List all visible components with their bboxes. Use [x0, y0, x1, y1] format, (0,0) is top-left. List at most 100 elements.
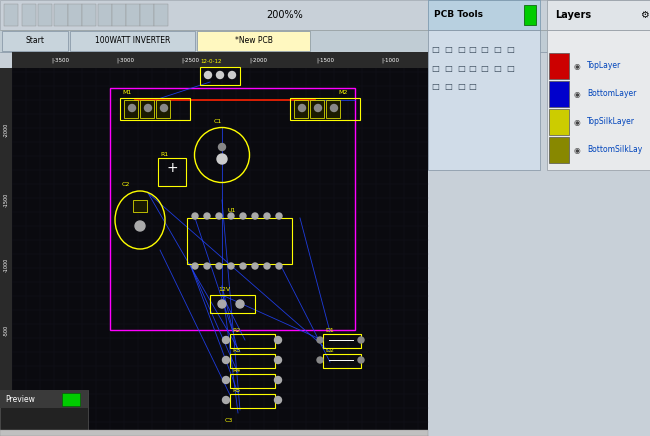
Circle shape — [264, 263, 270, 269]
Bar — [82, 4, 96, 26]
Bar — [0, 30, 650, 52]
Bar — [549, 81, 569, 107]
Circle shape — [229, 72, 235, 78]
Text: |-1500: |-1500 — [316, 57, 334, 63]
Text: U1: U1 — [227, 208, 235, 213]
Text: TopLayer: TopLayer — [587, 61, 621, 71]
Bar — [549, 53, 569, 79]
Bar — [549, 137, 569, 163]
Circle shape — [228, 213, 234, 219]
Bar — [2, 31, 68, 51]
Circle shape — [192, 263, 198, 269]
Text: □: □ — [431, 64, 439, 72]
Circle shape — [240, 213, 246, 219]
Text: 0: 0 — [3, 393, 8, 397]
Bar — [326, 100, 340, 118]
Circle shape — [274, 396, 281, 403]
Circle shape — [204, 213, 210, 219]
Text: TopSilkLayer: TopSilkLayer — [587, 117, 635, 126]
Circle shape — [218, 300, 226, 308]
Circle shape — [161, 105, 168, 112]
Text: C1: C1 — [214, 119, 222, 124]
Circle shape — [222, 337, 229, 344]
Circle shape — [274, 357, 281, 364]
Bar — [549, 109, 569, 135]
Text: □: □ — [506, 64, 514, 72]
Bar — [38, 4, 52, 26]
Circle shape — [317, 357, 323, 363]
Text: D1: D1 — [325, 328, 333, 333]
Text: □: □ — [468, 45, 476, 54]
Text: □: □ — [444, 64, 452, 72]
Bar — [68, 4, 82, 26]
Bar — [197, 31, 310, 51]
Text: □: □ — [493, 45, 501, 54]
Text: □: □ — [444, 82, 452, 91]
Text: M2: M2 — [338, 90, 347, 95]
Text: R3: R3 — [232, 348, 240, 353]
Text: □: □ — [431, 82, 439, 91]
Text: □: □ — [493, 64, 501, 72]
Bar — [310, 100, 324, 118]
Bar — [98, 4, 112, 26]
Text: +: + — [166, 161, 178, 175]
Bar — [156, 100, 170, 118]
Circle shape — [216, 72, 224, 78]
Text: 200%%: 200%% — [266, 10, 304, 20]
Text: -1500: -1500 — [3, 193, 8, 207]
Bar — [230, 374, 275, 388]
Bar — [124, 100, 138, 118]
Bar — [22, 4, 36, 26]
Bar — [12, 68, 428, 436]
Text: |-3000: |-3000 — [116, 57, 134, 63]
Circle shape — [218, 143, 226, 150]
Text: D2: D2 — [325, 348, 334, 353]
Text: Preview: Preview — [5, 395, 35, 403]
Text: □: □ — [457, 45, 465, 54]
Text: R1: R1 — [160, 152, 168, 157]
Circle shape — [264, 213, 270, 219]
Circle shape — [129, 105, 135, 112]
Bar — [112, 4, 126, 26]
Text: R5: R5 — [232, 388, 240, 393]
Bar — [158, 158, 186, 186]
Circle shape — [274, 337, 281, 344]
Bar — [126, 4, 140, 26]
Circle shape — [358, 357, 364, 363]
Circle shape — [358, 337, 364, 343]
Circle shape — [240, 263, 246, 269]
Circle shape — [205, 72, 211, 78]
Text: |-1000: |-1000 — [381, 57, 399, 63]
Text: |-2500: |-2500 — [181, 57, 199, 63]
Text: □: □ — [468, 82, 476, 91]
Text: -2000: -2000 — [3, 123, 8, 137]
Text: 100WATT INVERTER: 100WATT INVERTER — [95, 37, 170, 45]
Bar — [547, 0, 650, 30]
Bar — [230, 394, 275, 408]
Bar — [290, 98, 360, 120]
Text: □: □ — [480, 64, 488, 72]
Bar — [200, 67, 240, 85]
Circle shape — [192, 213, 198, 219]
Bar — [323, 334, 361, 348]
Text: □: □ — [457, 64, 465, 72]
Text: R4: R4 — [232, 368, 240, 373]
Text: 12V: 12V — [218, 287, 230, 292]
Circle shape — [330, 105, 337, 112]
Text: ◉: ◉ — [574, 61, 580, 71]
Text: |-3500: |-3500 — [51, 57, 69, 63]
Bar — [0, 390, 88, 408]
Bar — [120, 98, 190, 120]
Bar — [210, 295, 255, 313]
Bar — [0, 430, 428, 436]
Circle shape — [217, 154, 227, 164]
Bar — [323, 354, 361, 368]
Bar — [70, 31, 195, 51]
Circle shape — [204, 263, 210, 269]
Text: M1: M1 — [122, 90, 131, 95]
Bar — [0, 0, 650, 30]
Text: C2: C2 — [122, 182, 131, 187]
Circle shape — [236, 300, 244, 308]
Text: -1000: -1000 — [3, 258, 8, 272]
Bar — [140, 4, 154, 26]
